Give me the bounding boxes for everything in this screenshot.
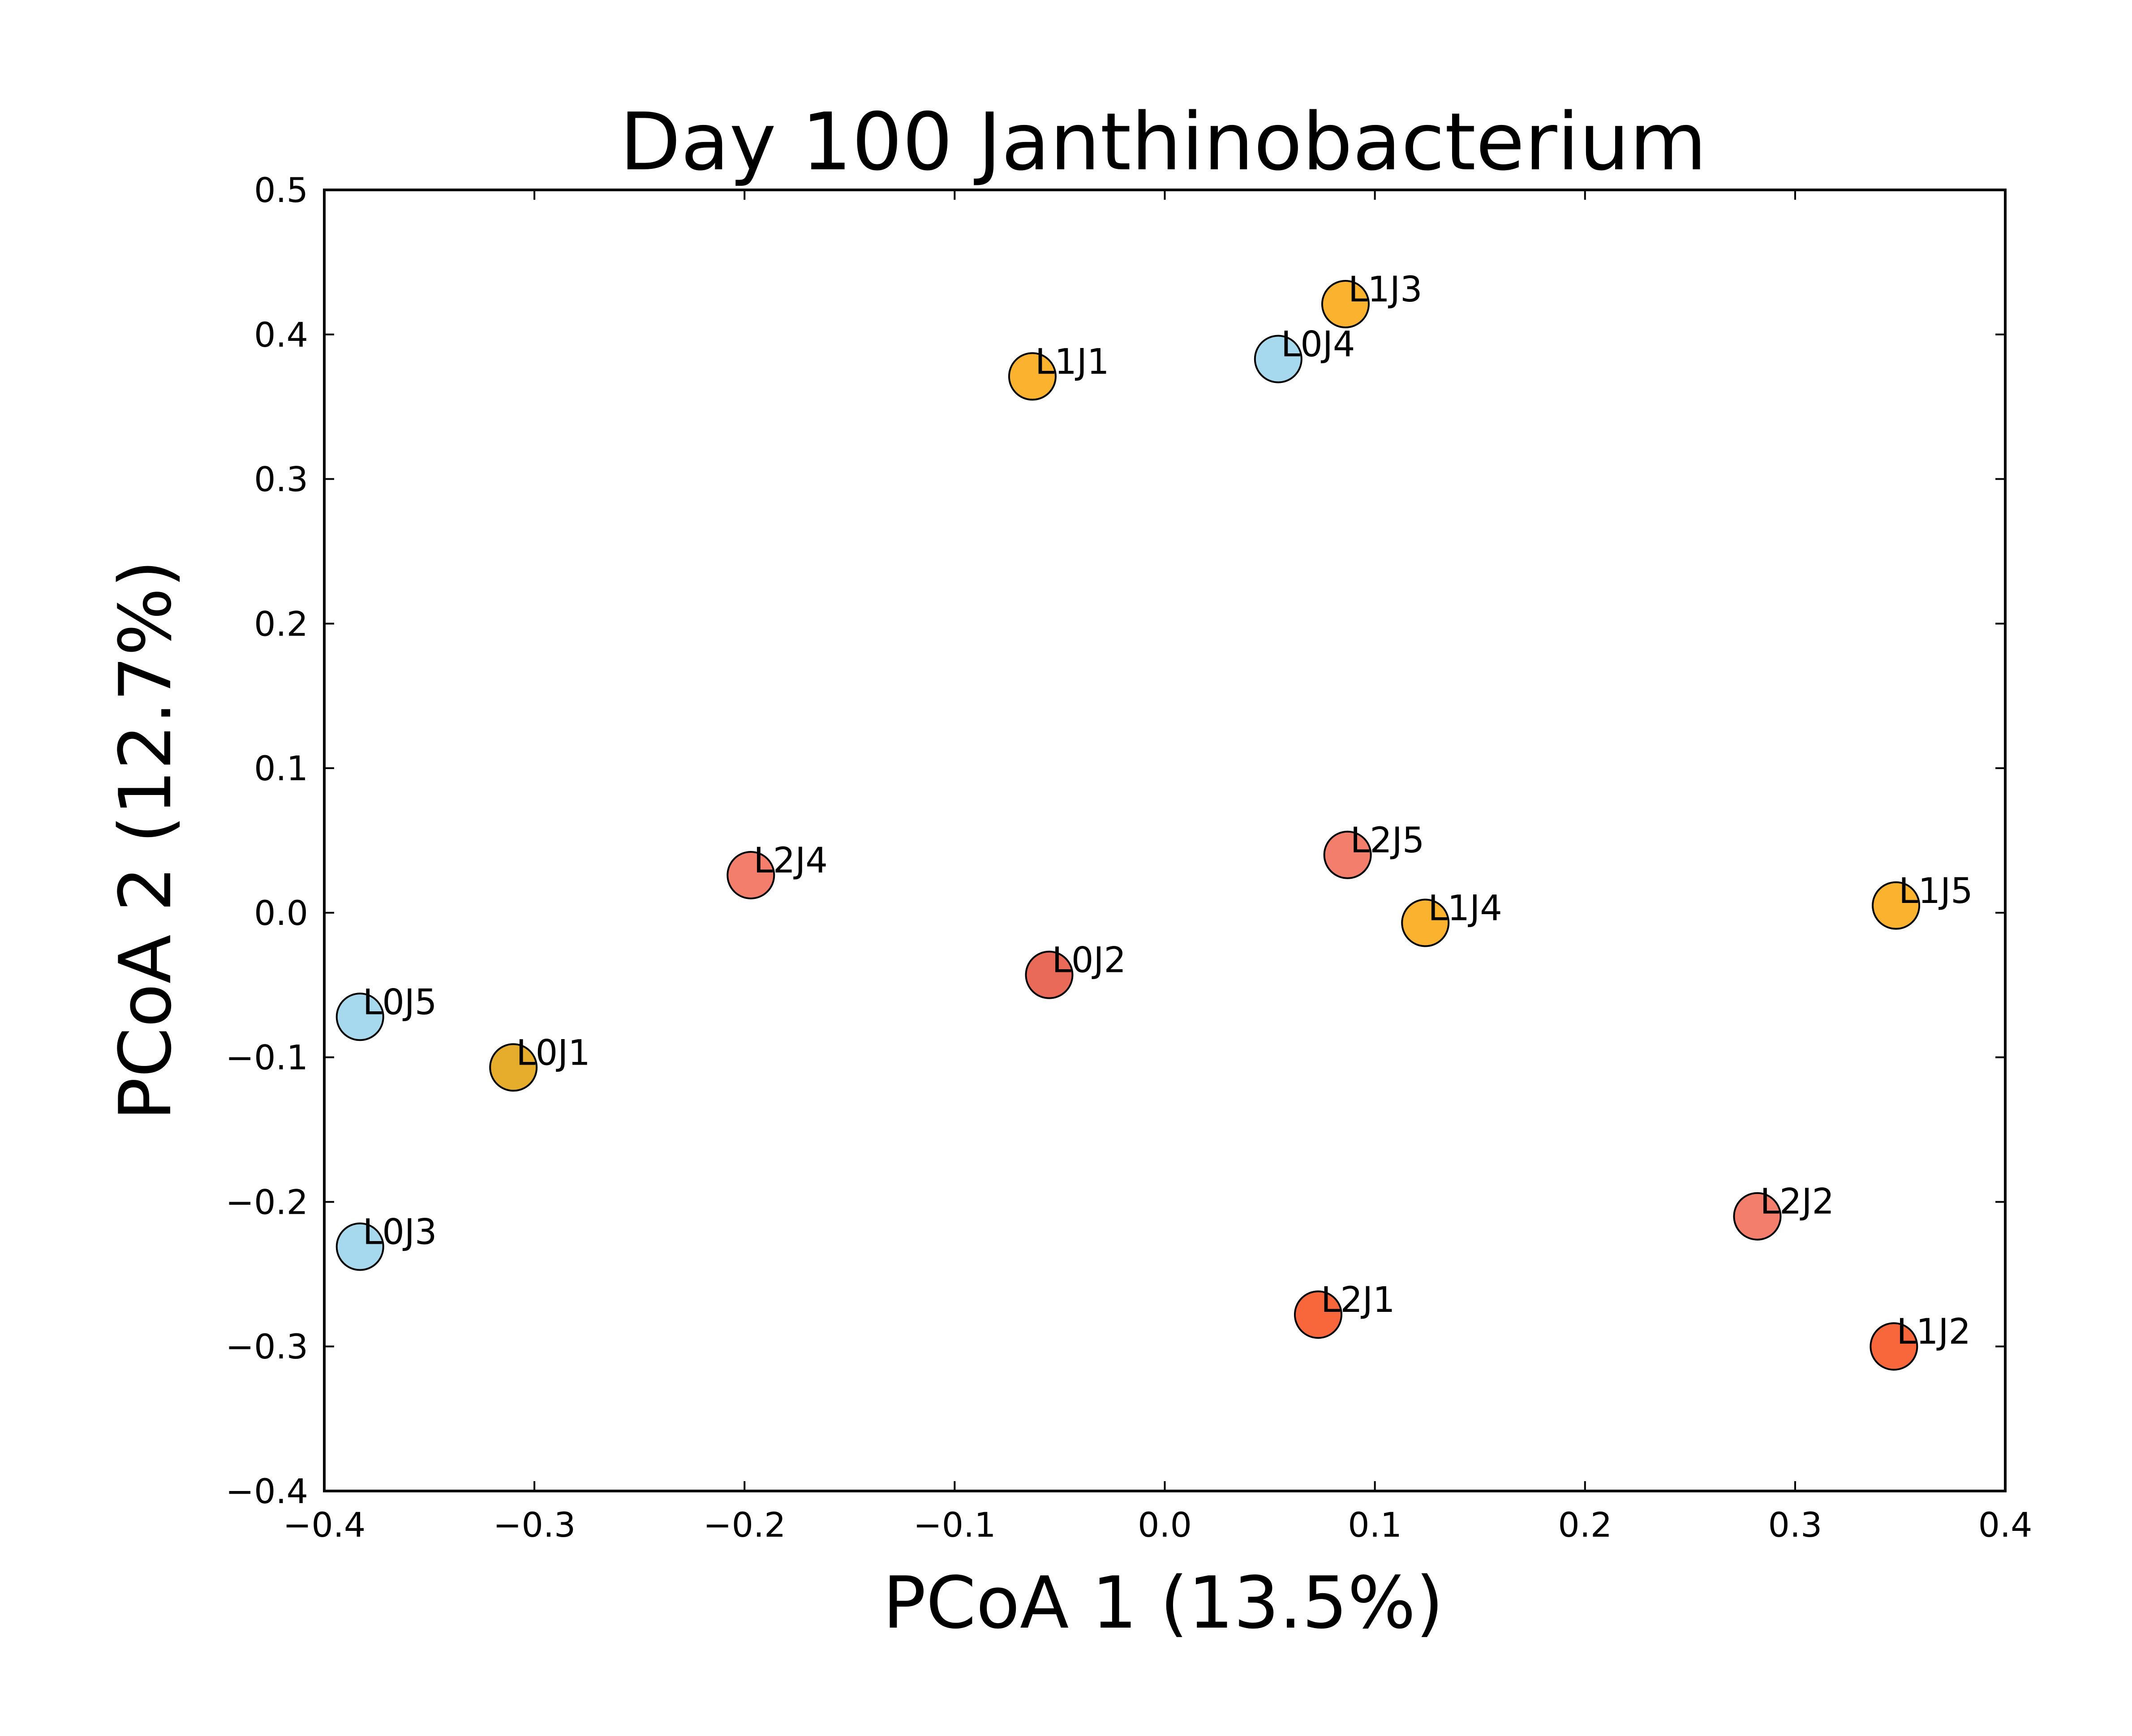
data-point-l2j2 (1733, 1192, 1782, 1241)
plot-frame (323, 189, 2007, 1492)
point-label-l2j5: L2J5 (1350, 821, 1425, 861)
x-axis-title: PCoA 1 (13.5%) (883, 1561, 1444, 1645)
point-label-l0j5: L0J5 (363, 982, 437, 1023)
data-point-l1j3 (1321, 279, 1370, 328)
point-label-l2j2: L2J2 (1760, 1182, 1834, 1222)
data-point-l2j5 (1323, 830, 1372, 879)
y-axis-title: PCoA 2 (12.7%) (103, 560, 187, 1121)
scatter-points: L1J3 L0J4 L1J1 L2J5 L2J4 L1J5 L1J4 L0J2 L0J5 L0J1… (335, 270, 1973, 1371)
data-point-l2j1 (1294, 1290, 1342, 1339)
data-point-l1j5 (1872, 881, 1921, 930)
data-point-l0j2 (1025, 950, 1074, 999)
point-label-l0j2: L0J2 (1052, 941, 1126, 981)
y-tick-label: −0.4 (225, 1471, 308, 1511)
point-label-l0j1: L0J1 (516, 1033, 590, 1073)
y-tick-label: 0.5 (254, 170, 308, 210)
point-label-l1j2: L1J2 (1896, 1312, 1971, 1352)
y-tick-label: 0.0 (254, 893, 308, 933)
plot-area (323, 189, 2007, 1492)
chart-title: Day 100 Janthinobacterium (620, 96, 1707, 188)
x-tick-label: 0.4 (1978, 1505, 2033, 1545)
y-tick-label: 0.1 (254, 748, 308, 788)
point-label-l2j4: L2J4 (753, 841, 828, 881)
point-label-l1j1: L1J1 (1035, 342, 1109, 382)
x-tick-label: 0.0 (1138, 1505, 1192, 1545)
point-label-l1j3: L1J3 (1348, 270, 1423, 310)
x-tick-label: −0.1 (913, 1505, 996, 1545)
x-axis-ticks: −0.4 −0.3 −0.2 −0.1 0.0 0.1 0.2 0.3 0.4 (283, 190, 2033, 1545)
point-label-l1j4: L1J4 (1428, 888, 1502, 928)
x-tick-label: 0.1 (1348, 1505, 1402, 1545)
y-axis-ticks: −0.4 −0.3 −0.2 −0.1 0.0 0.1 0.2 0.3 0.4 0.5 (225, 170, 2005, 1511)
data-point-l1j1 (1008, 352, 1057, 401)
x-tick-label: −0.4 (283, 1505, 366, 1545)
point-label-l0j3: L0J3 (363, 1212, 437, 1253)
y-tick-label: −0.2 (225, 1182, 308, 1222)
x-tick-label: 0.3 (1768, 1505, 1822, 1545)
data-point-l1j2 (1870, 1322, 1918, 1371)
y-tick-label: 0.4 (254, 315, 308, 355)
point-label-l2j1: L2J1 (1321, 1280, 1395, 1320)
point-label-l0j4: L0J4 (1281, 325, 1355, 365)
data-point-l2j4 (726, 851, 775, 899)
y-tick-label: 0.3 (254, 460, 308, 499)
y-tick-label: −0.3 (225, 1327, 308, 1366)
y-tick-label: −0.1 (225, 1038, 308, 1078)
x-tick-label: −0.2 (703, 1505, 786, 1545)
x-tick-label: 0.2 (1558, 1505, 1612, 1545)
point-label-l1j5: L1J5 (1899, 871, 1973, 911)
data-point-l0j1 (489, 1043, 538, 1092)
data-point-l1j4 (1401, 898, 1450, 947)
y-tick-label: 0.2 (254, 604, 308, 644)
data-point-l0j4 (1254, 335, 1302, 383)
x-tick-label: −0.3 (493, 1505, 576, 1545)
data-point-l0j5 (335, 993, 384, 1041)
data-point-l0j3 (335, 1222, 384, 1271)
